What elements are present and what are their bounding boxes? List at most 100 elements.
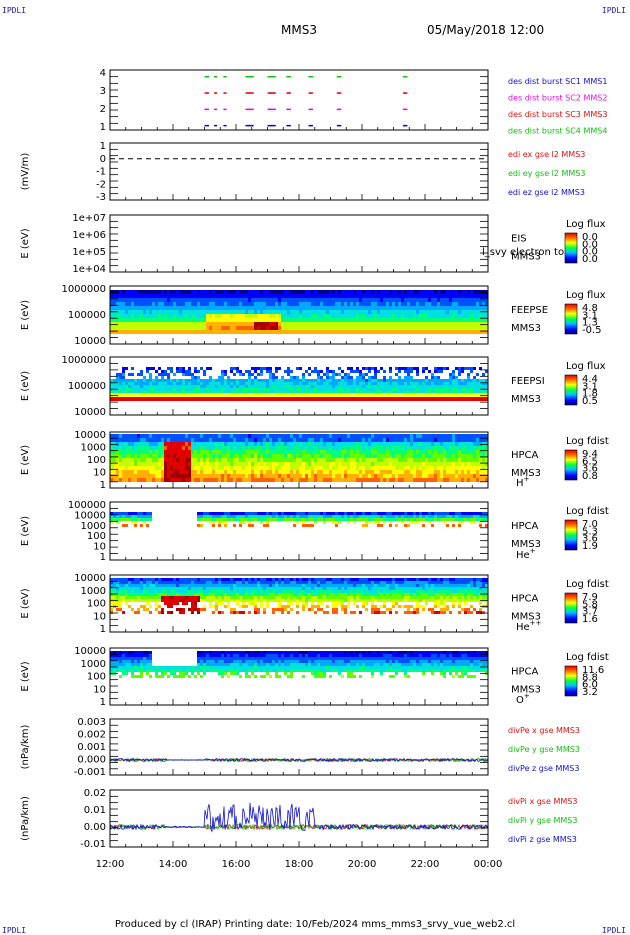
heatmap-cell (110, 318, 113, 322)
heatmap-cell (278, 608, 281, 611)
heatmap-cell (164, 302, 167, 306)
heatmap-cell (389, 382, 392, 385)
heatmap-cell (296, 602, 299, 605)
heatmap-cell (380, 294, 383, 298)
heatmap-cell (374, 290, 377, 294)
heatmap-cell (317, 462, 320, 466)
heatmap-cell (203, 462, 206, 466)
heatmap-cell (149, 434, 152, 438)
heatmap-cell (260, 605, 263, 608)
heatmap-cell (302, 379, 305, 382)
heatmap-cell (197, 391, 200, 394)
heatmap-cell (191, 593, 194, 596)
heatmap-cell (473, 474, 476, 478)
heatmap-cell (143, 590, 146, 593)
heatmap-cell (209, 306, 212, 310)
heatmap-cell (275, 294, 278, 298)
heatmap-cell (416, 290, 419, 294)
heatmap-cell (125, 306, 128, 310)
heatmap-cell (167, 376, 170, 379)
heatmap-cell (449, 515, 452, 518)
heatmap-cell (392, 474, 395, 478)
heatmap-cell (470, 391, 473, 394)
heatmap-cell (134, 611, 137, 614)
heatmap-cell (182, 450, 185, 454)
heatmap-cell (188, 442, 191, 446)
heatmap-cell (428, 382, 431, 385)
heatmap-cell (401, 462, 404, 466)
heatmap-cell (362, 382, 365, 385)
heatmap-cell (215, 584, 218, 587)
heatmap-cell (158, 474, 161, 478)
heatmap-cell (206, 478, 209, 482)
heatmap-cell (371, 376, 374, 379)
heatmap-cell (371, 379, 374, 382)
heatmap-cell (212, 302, 215, 306)
heatmap-cell (368, 515, 371, 518)
heatmap-cell (356, 310, 359, 314)
heatmap-cell (296, 512, 299, 515)
heatmap-cell (320, 450, 323, 454)
heatmap-cell (215, 446, 218, 450)
heatmap-cell (347, 306, 350, 310)
heatmap-cell (263, 578, 266, 581)
heatmap-cell (218, 326, 221, 330)
heatmap-cell (464, 385, 467, 388)
heatmap-cell (290, 318, 293, 322)
heatmap-cell (311, 524, 314, 527)
heatmap-cell (155, 608, 158, 611)
heatmap-cell (455, 290, 458, 294)
heatmap-cell (401, 470, 404, 474)
heatmap-cell (212, 382, 215, 385)
heatmap-cell (305, 326, 308, 330)
heatmap-cell (272, 596, 275, 599)
heatmap-cell (161, 298, 164, 302)
heatmap-cell (455, 382, 458, 385)
heatmap-cell (431, 379, 434, 382)
heatmap-cell (446, 388, 449, 391)
heatmap-cell (422, 470, 425, 474)
heatmap-cell (200, 434, 203, 438)
heatmap-cell (233, 596, 236, 599)
heatmap-cell (131, 434, 134, 438)
heatmap-cell (155, 450, 158, 454)
heatmap-cell (392, 326, 395, 330)
heatmap-cell (119, 512, 122, 515)
burst-mark (245, 124, 248, 127)
heatmap-cell (158, 599, 161, 602)
heatmap-cell (401, 450, 404, 454)
heatmap-cell (224, 587, 227, 590)
heatmap-cell (347, 470, 350, 474)
heatmap-cell (485, 382, 488, 385)
heatmap-cell (278, 310, 281, 314)
heatmap-cell (449, 458, 452, 462)
heatmap-cell (137, 314, 140, 318)
heatmap-cell (110, 450, 113, 454)
heatmap-cell (470, 438, 473, 442)
heatmap-cell (284, 446, 287, 450)
heatmap-cell (200, 474, 203, 478)
heatmap-cell (329, 391, 332, 394)
heatmap-cell (254, 581, 257, 584)
heatmap-cell (248, 382, 251, 385)
heatmap-cell (269, 466, 272, 470)
heatmap-cell (257, 584, 260, 587)
heatmap-cell (410, 438, 413, 442)
heatmap-cell (341, 470, 344, 474)
heatmap-cell (332, 521, 335, 524)
heatmap-cell (419, 388, 422, 391)
heatmap-cell (431, 438, 434, 442)
heatmap-cell (434, 322, 437, 326)
heatmap-cell (443, 314, 446, 318)
heatmap-cell (467, 512, 470, 515)
heatmap-cell (119, 581, 122, 584)
heatmap-cell (179, 294, 182, 298)
heatmap-cell (248, 318, 251, 322)
heatmap-cell (209, 379, 212, 382)
heatmap-cell (374, 450, 377, 454)
heatmap-cell (428, 314, 431, 318)
heatmap-cell (269, 298, 272, 302)
heatmap-cell (167, 462, 170, 466)
heatmap-cell (194, 314, 197, 318)
heatmap-cell (116, 521, 119, 524)
